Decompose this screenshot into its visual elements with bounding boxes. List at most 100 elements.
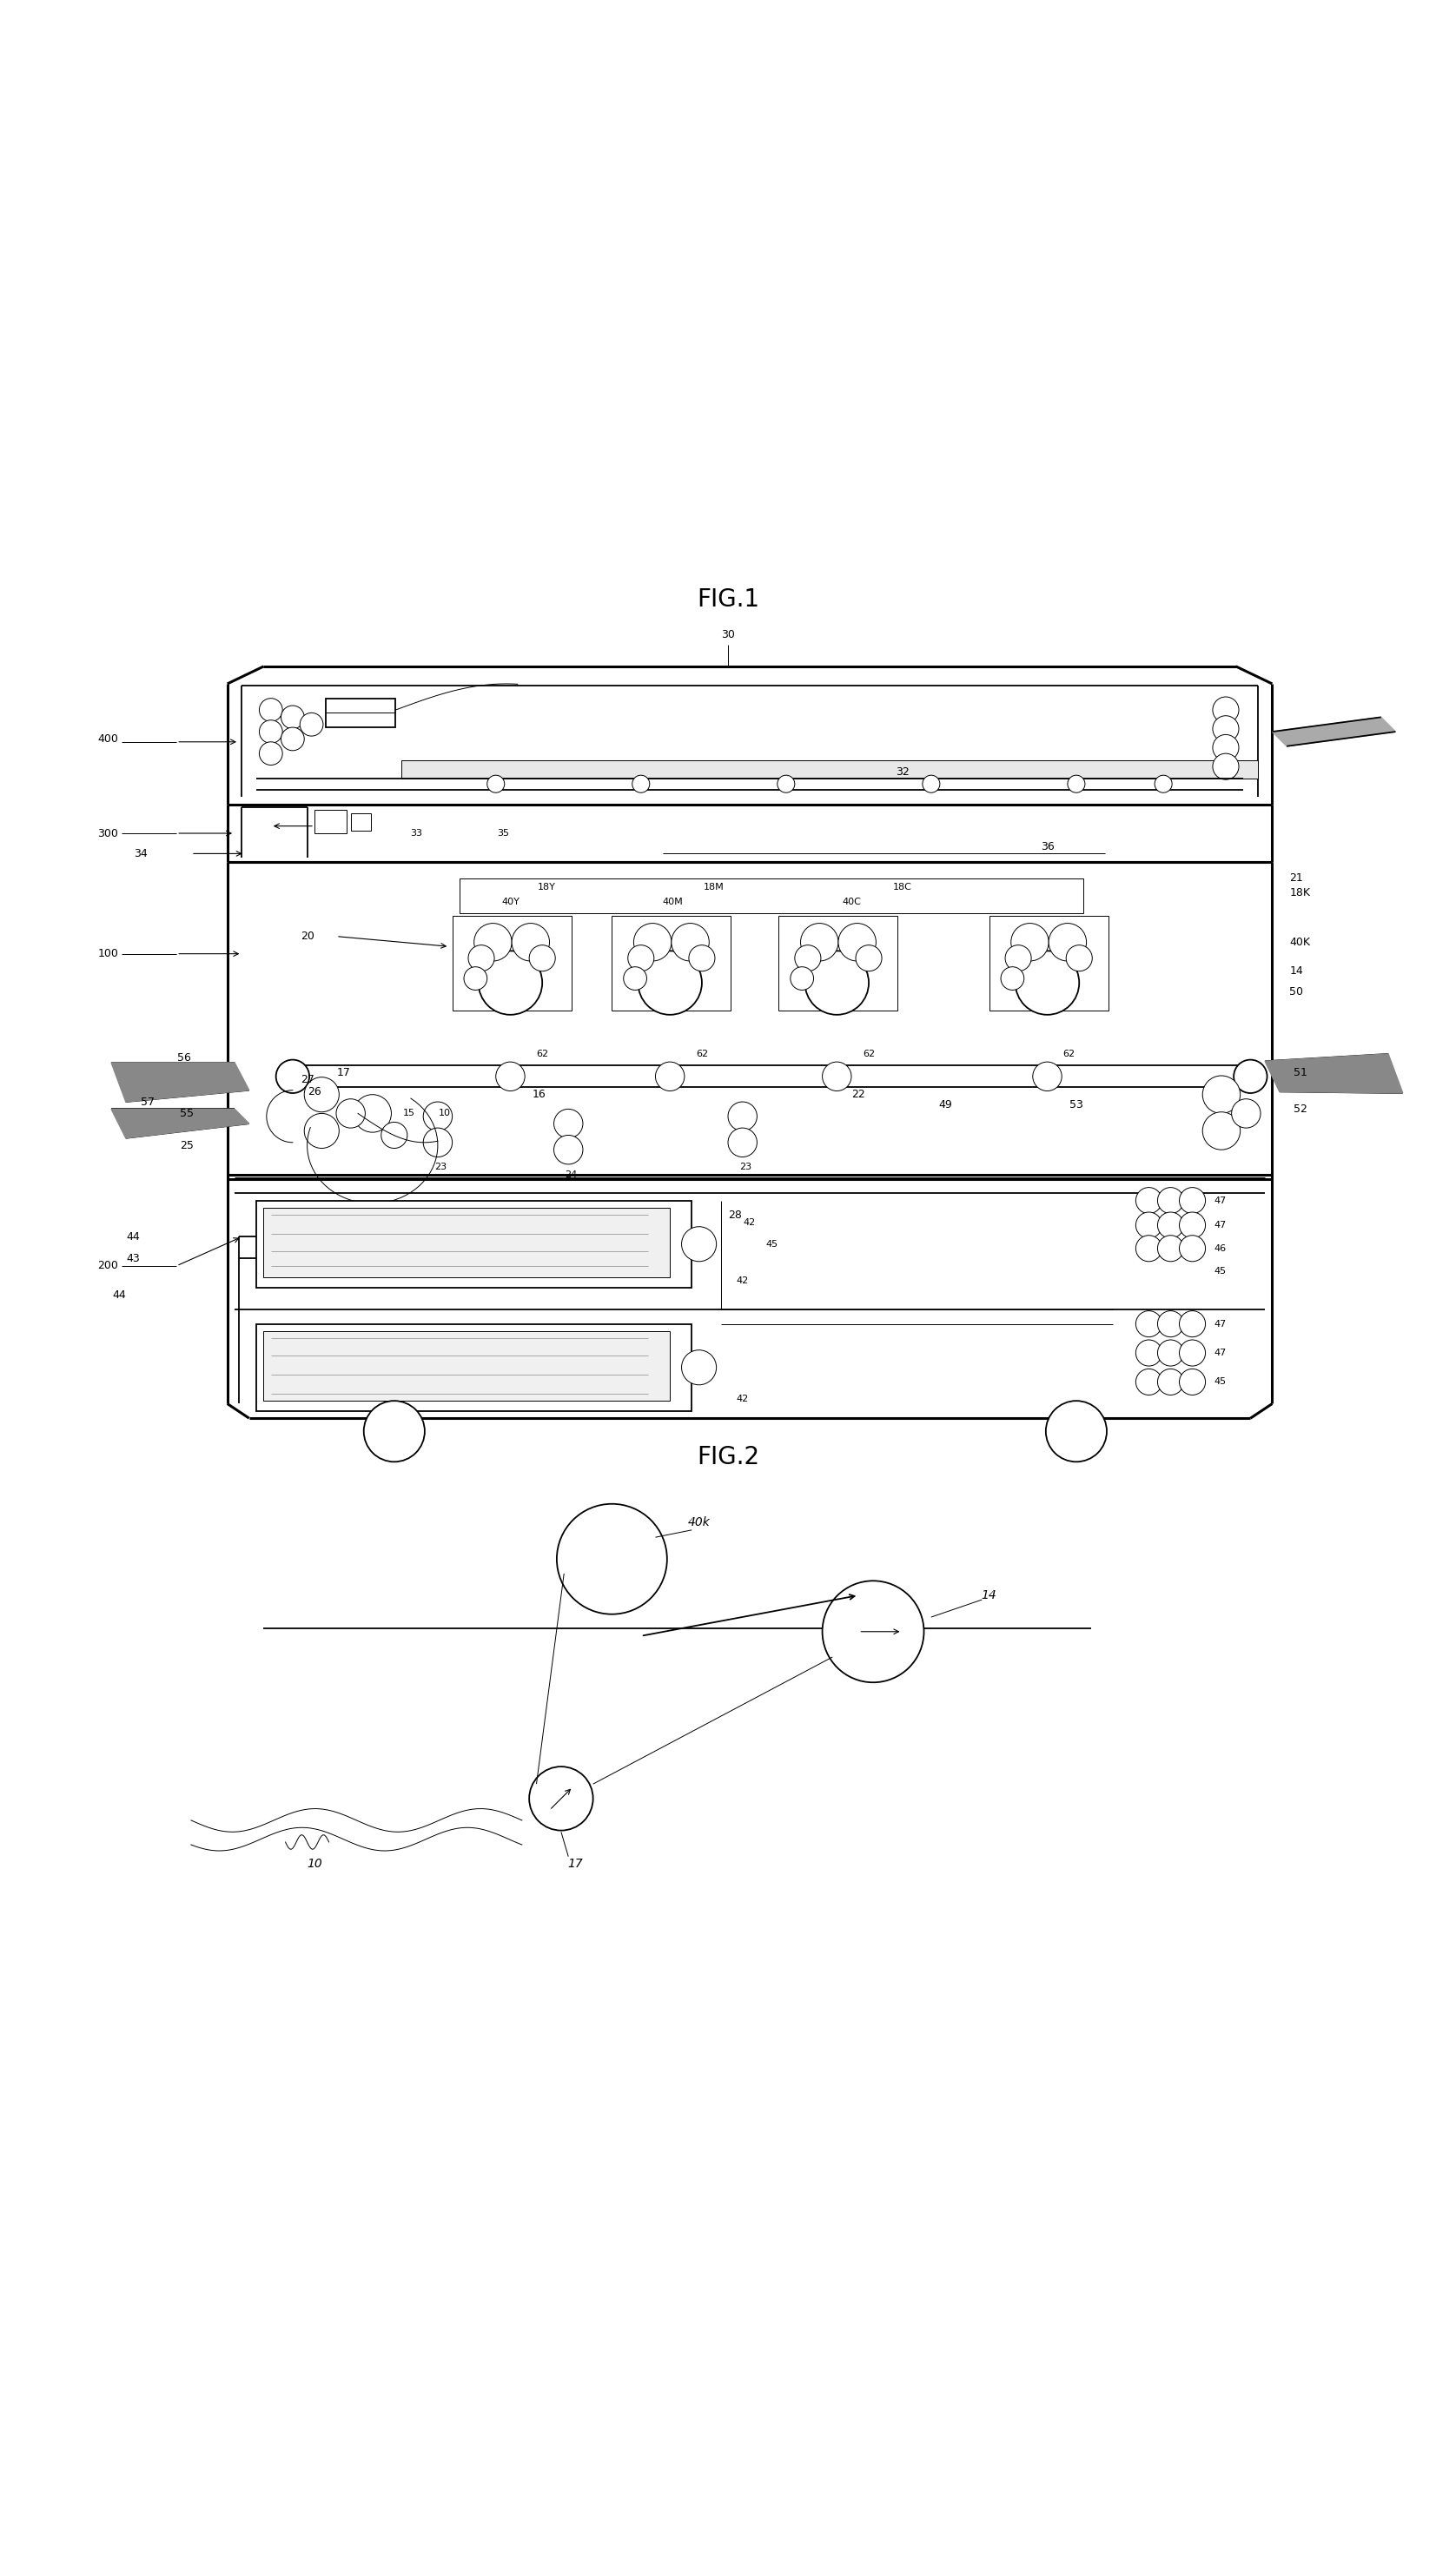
Text: 28: 28 <box>728 1210 743 1220</box>
Circle shape <box>259 743 282 766</box>
Text: 26: 26 <box>307 1087 322 1097</box>
Circle shape <box>856 944 882 972</box>
Bar <box>453 916 571 1011</box>
Text: 200: 200 <box>98 1261 118 1271</box>
Text: 36: 36 <box>1041 840 1054 852</box>
Text: 42: 42 <box>737 1276 748 1284</box>
Circle shape <box>823 1580 925 1682</box>
Bar <box>326 699 396 727</box>
Text: 24: 24 <box>565 1169 578 1179</box>
Circle shape <box>300 712 323 735</box>
Circle shape <box>1015 952 1079 1016</box>
Circle shape <box>1010 924 1048 962</box>
Circle shape <box>1136 1312 1162 1337</box>
Text: 17: 17 <box>568 1858 584 1871</box>
Text: 33: 33 <box>411 829 422 837</box>
Text: FIG.2: FIG.2 <box>696 1444 760 1470</box>
Text: 46: 46 <box>1214 1243 1226 1253</box>
Circle shape <box>655 1062 684 1090</box>
Bar <box>264 1332 670 1401</box>
Circle shape <box>381 1123 408 1148</box>
Polygon shape <box>1273 717 1395 745</box>
Text: 32: 32 <box>895 766 909 778</box>
Text: 56: 56 <box>178 1051 191 1064</box>
Circle shape <box>1179 1312 1206 1337</box>
Circle shape <box>1136 1340 1162 1365</box>
Circle shape <box>795 944 821 972</box>
Circle shape <box>801 924 839 962</box>
Text: 18Y: 18Y <box>537 883 556 891</box>
Circle shape <box>259 720 282 743</box>
Text: 40M: 40M <box>662 898 683 906</box>
Bar <box>264 1207 670 1279</box>
Circle shape <box>1136 1187 1162 1215</box>
Text: 10: 10 <box>438 1110 451 1118</box>
Circle shape <box>464 967 488 990</box>
Text: 16: 16 <box>533 1090 546 1100</box>
Circle shape <box>1179 1368 1206 1396</box>
Text: 40Y: 40Y <box>501 898 520 906</box>
Bar <box>256 1199 692 1289</box>
Text: 51: 51 <box>1294 1067 1307 1079</box>
Circle shape <box>623 967 646 990</box>
Text: 23: 23 <box>740 1164 751 1171</box>
Text: 100: 100 <box>98 949 118 960</box>
Circle shape <box>1179 1187 1206 1215</box>
Text: 62: 62 <box>1063 1049 1075 1059</box>
Circle shape <box>488 776 505 794</box>
Circle shape <box>1179 1340 1206 1365</box>
Circle shape <box>259 699 282 722</box>
Text: 15: 15 <box>403 1110 415 1118</box>
Circle shape <box>1158 1340 1184 1365</box>
Text: 62: 62 <box>862 1049 875 1059</box>
Text: 35: 35 <box>496 829 510 837</box>
Circle shape <box>1213 735 1239 760</box>
Text: 17: 17 <box>336 1067 351 1079</box>
Text: 23: 23 <box>434 1164 447 1171</box>
Circle shape <box>479 952 542 1016</box>
Circle shape <box>638 952 702 1016</box>
Text: 18C: 18C <box>893 883 911 891</box>
Circle shape <box>1136 1235 1162 1261</box>
Circle shape <box>1158 1212 1184 1238</box>
Circle shape <box>923 776 941 794</box>
Circle shape <box>839 924 877 962</box>
Circle shape <box>1136 1368 1162 1396</box>
Circle shape <box>1136 1212 1162 1238</box>
Circle shape <box>671 924 709 962</box>
Bar <box>460 878 1083 914</box>
Text: 44: 44 <box>112 1289 125 1302</box>
Text: 14: 14 <box>981 1590 997 1603</box>
Circle shape <box>1232 1100 1261 1128</box>
Circle shape <box>628 944 654 972</box>
Circle shape <box>336 1100 365 1128</box>
Circle shape <box>728 1128 757 1156</box>
Circle shape <box>496 1062 524 1090</box>
Circle shape <box>632 776 649 794</box>
Text: 50: 50 <box>1290 985 1303 998</box>
Circle shape <box>424 1128 453 1156</box>
Text: 10: 10 <box>307 1858 322 1871</box>
Text: 27: 27 <box>300 1074 314 1085</box>
Text: 400: 400 <box>98 732 118 745</box>
Text: 42: 42 <box>744 1217 756 1228</box>
Text: 34: 34 <box>134 847 147 860</box>
Circle shape <box>511 924 549 962</box>
Circle shape <box>304 1113 339 1148</box>
Text: 53: 53 <box>1069 1100 1083 1110</box>
Circle shape <box>1067 776 1085 794</box>
Text: 57: 57 <box>141 1097 154 1108</box>
Circle shape <box>1203 1077 1241 1113</box>
Circle shape <box>354 1095 392 1133</box>
Bar <box>314 809 347 835</box>
Polygon shape <box>1265 1054 1402 1092</box>
Text: 44: 44 <box>127 1230 140 1243</box>
Text: 22: 22 <box>852 1090 865 1100</box>
Circle shape <box>1158 1187 1184 1215</box>
Circle shape <box>1233 1059 1267 1092</box>
Text: FIG.1: FIG.1 <box>696 587 760 612</box>
Circle shape <box>553 1136 582 1164</box>
Text: 30: 30 <box>721 628 735 641</box>
Circle shape <box>1213 697 1239 722</box>
Circle shape <box>1179 1235 1206 1261</box>
